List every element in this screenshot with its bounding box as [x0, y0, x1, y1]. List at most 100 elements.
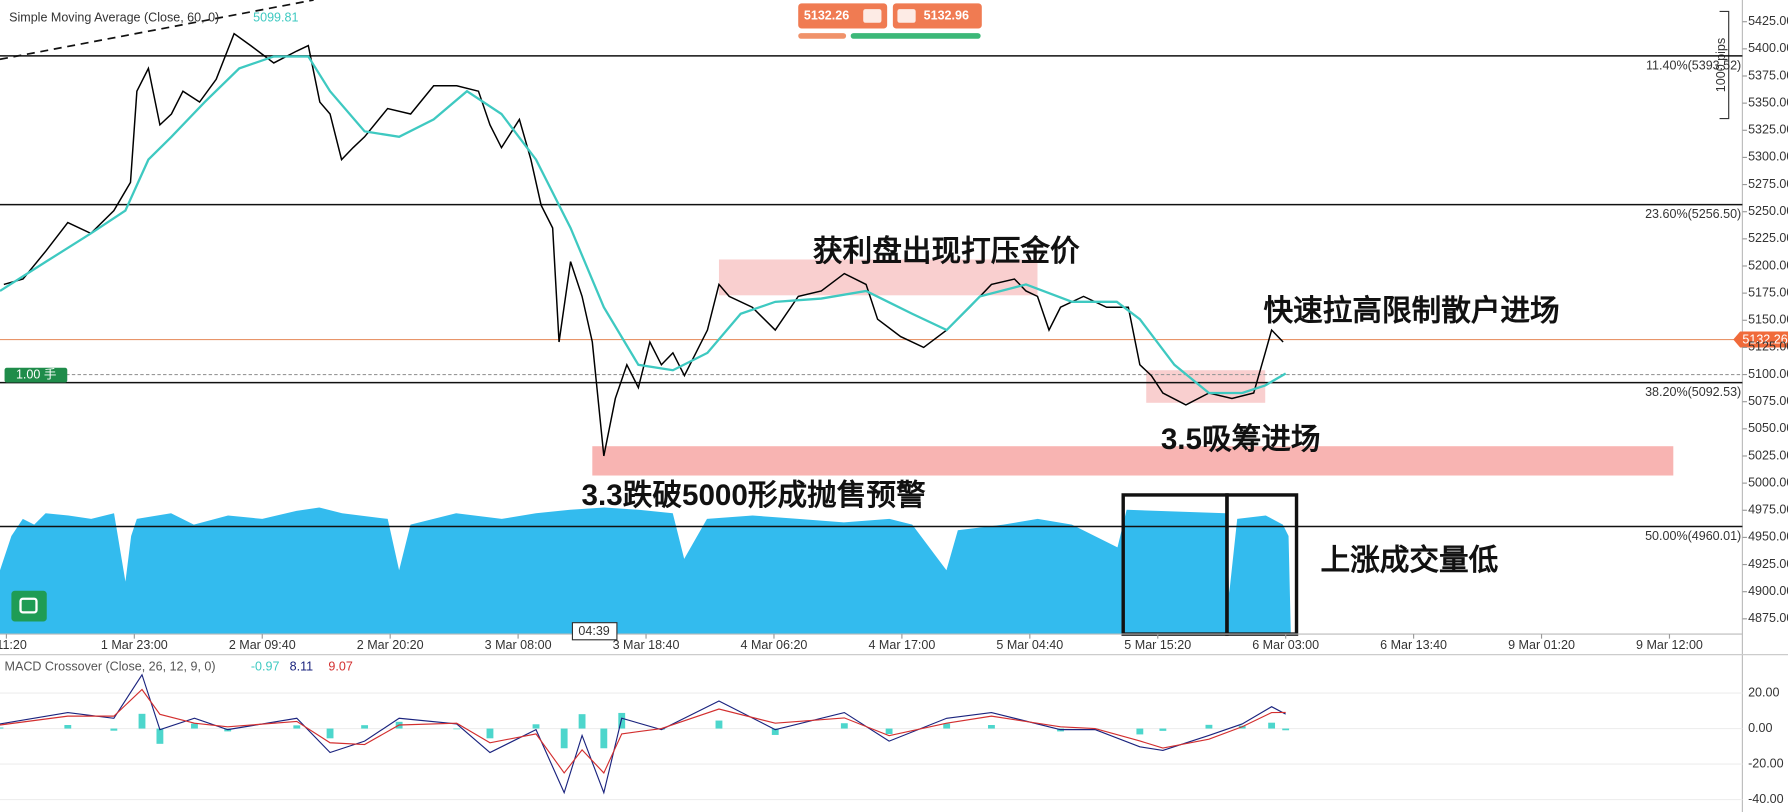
macd-title: MACD Crossover (Close, 26, 12, 9, 0)	[5, 659, 216, 673]
y-tick-label: 5150.00	[1748, 313, 1788, 327]
macd-readout: 8.11	[290, 659, 313, 673]
x-tick-label: 2 Mar 09:40	[229, 638, 296, 652]
macd-histogram	[532, 724, 540, 729]
y-tick-label: 5125.00	[1748, 340, 1788, 354]
macd-histogram	[156, 728, 164, 744]
annotation: 快速拉高限制散户进场	[1263, 293, 1559, 327]
y-tick-label: 5375.00	[1748, 68, 1788, 82]
sentiment-bar	[850, 33, 981, 39]
price-line	[0, 55, 1287, 395]
annotation: 3.3跌破5000形成抛售预警	[582, 479, 926, 512]
x-tick-label: 3 Mar 08:00	[485, 638, 552, 652]
y-tick-label: 4925.00	[1748, 557, 1788, 571]
y-tick-label: 5425.00	[1748, 14, 1788, 28]
x-tick-label: 3 Mar 18:40	[613, 638, 680, 652]
y-tick-label: 5250.00	[1748, 204, 1788, 218]
macd-histogram	[1282, 728, 1290, 731]
macd-tick-label: 0.00	[1748, 721, 1772, 735]
macd-tick-label: -40.00	[1748, 792, 1784, 806]
price-badge-label: 5132.26	[1742, 332, 1787, 346]
y-tick-label: 5350.00	[1748, 95, 1788, 109]
macd-histogram	[486, 728, 494, 739]
fib-label: 50.00%(4960.01)	[1645, 529, 1741, 543]
app-icon[interactable]	[11, 590, 47, 622]
macd-histogram	[885, 728, 893, 735]
fib-label: 11.40%(5393.52)	[1646, 58, 1741, 72]
scale-bracket	[1719, 10, 1730, 120]
x-tick-label: 6 Mar 13:40	[1380, 638, 1447, 652]
macd-histogram	[191, 723, 198, 729]
x-tick-label: 5 Mar 04:40	[996, 638, 1063, 652]
y-tick-label: 5050.00	[1748, 421, 1788, 435]
annotation: 上涨成交量低	[1320, 543, 1498, 577]
scale-label: 1000 pips	[1714, 38, 1728, 92]
sentiment-bar	[798, 33, 847, 39]
macd-histogram	[361, 725, 369, 729]
y-tick-label: 5175.00	[1748, 285, 1788, 299]
macd-histogram	[771, 728, 779, 735]
y-tick-label: 4975.00	[1748, 503, 1788, 517]
x-tick-label: 1 Mar 23:00	[101, 638, 168, 652]
app-icon-glyph	[19, 597, 38, 614]
price-badge	[1733, 331, 1788, 348]
macd-tick-label: 20.00	[1748, 685, 1779, 699]
x-tick-label: 5 Mar 15:20	[1124, 638, 1191, 652]
macd-histogram	[453, 728, 461, 730]
y-tick-label: 4900.00	[1748, 584, 1788, 598]
indicator-title: Simple Moving Average (Close, 60, 0)	[9, 11, 219, 25]
buy-button[interactable]	[892, 3, 982, 29]
buy-price: 5132.96	[924, 8, 969, 22]
x-tick-label: 6 Mar 03:00	[1252, 638, 1319, 652]
x-tick-label: 9 Mar 01:20	[1508, 638, 1575, 652]
macd-histogram	[943, 723, 951, 729]
fib-label: 38.20%(5092.53)	[1645, 385, 1741, 399]
macd-line	[0, 688, 1286, 774]
x-tick-label: b 11:20	[0, 638, 27, 652]
macd-histogram	[1268, 722, 1276, 729]
macd-histogram	[138, 713, 146, 729]
trend-line	[0, 0, 314, 61]
macd-histogram	[715, 720, 723, 729]
y-tick-label: 5300.00	[1748, 150, 1788, 164]
y-tick-label: 5075.00	[1748, 394, 1788, 408]
macd-histogram	[1205, 724, 1213, 729]
macd-histogram	[110, 728, 118, 731]
volume-area	[0, 507, 1291, 635]
order-badge	[4, 367, 68, 383]
sell-price: 5132.26	[804, 8, 849, 22]
macd-histogram	[0, 727, 4, 729]
macd-histogram	[840, 723, 848, 729]
macd-histogram	[293, 725, 301, 729]
annotation: 获利盘出现打压金价	[813, 234, 1080, 268]
macd-histogram	[1136, 728, 1144, 735]
fib-label: 23.60%(5256.50)	[1645, 207, 1741, 221]
macd-histogram	[618, 712, 626, 729]
zone	[1146, 370, 1266, 403]
price-line	[3, 32, 1284, 457]
y-tick-label: 5025.00	[1748, 448, 1788, 462]
time-label: 04:39	[578, 624, 609, 638]
macd-histogram	[560, 728, 568, 749]
macd-histogram	[578, 714, 586, 729]
x-tick-label: 4 Mar 06:20	[741, 638, 808, 652]
y-tick-label: 5000.00	[1748, 475, 1788, 489]
button-icon	[897, 9, 916, 23]
x-tick-label: 4 Mar 17:00	[868, 638, 935, 652]
macd-readout: 9.07	[328, 659, 352, 673]
zone	[718, 259, 1038, 296]
macd-tick-label: -20.00	[1748, 756, 1784, 770]
annotation: 3.5吸筹进场	[1161, 422, 1321, 456]
y-tick-label: 5225.00	[1748, 231, 1788, 245]
button-icon	[863, 9, 882, 23]
macd-histogram	[988, 725, 995, 729]
macd-histogram	[1159, 728, 1167, 731]
y-tick-label: 5100.00	[1748, 367, 1788, 381]
macd-histogram	[326, 728, 334, 739]
macd-histogram	[64, 725, 72, 729]
y-tick-label: 5400.00	[1748, 41, 1788, 55]
y-tick-label: 5200.00	[1748, 258, 1788, 272]
y-tick-label: 5275.00	[1748, 177, 1788, 191]
